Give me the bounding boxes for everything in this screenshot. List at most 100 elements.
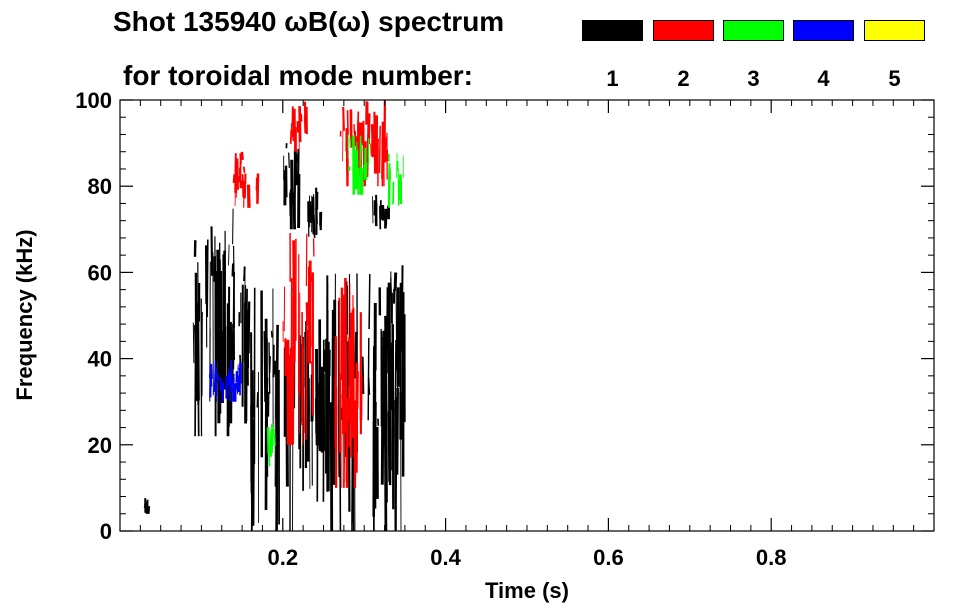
spectral-streak bbox=[384, 315, 388, 410]
y-tick-label: 0 bbox=[100, 519, 112, 544]
mode-1-region bbox=[250, 273, 406, 532]
mode-2-region bbox=[339, 100, 389, 187]
x-tick-label: 0.6 bbox=[593, 545, 624, 570]
mode-1-region bbox=[143, 498, 151, 514]
spectral-streak bbox=[248, 184, 251, 208]
spectral-streak bbox=[236, 158, 239, 190]
spectral-streak bbox=[381, 205, 385, 221]
spectral-streak bbox=[255, 177, 258, 196]
chart-axes: 0 20 40 60 80 100 0.2 0.4 0.6 0.8 bbox=[75, 88, 935, 570]
spectral-streak bbox=[378, 125, 381, 174]
spectral-streak bbox=[288, 152, 290, 168]
title-line-1: Shot 135940 ωB(ω) spectrum bbox=[113, 6, 505, 37]
mode-2-region bbox=[289, 101, 308, 152]
spectral-streak bbox=[275, 324, 279, 419]
spectral-streak bbox=[303, 101, 307, 120]
spectral-streak bbox=[268, 342, 271, 394]
spectral-streak bbox=[400, 365, 402, 532]
spectral-streak bbox=[250, 401, 254, 532]
legend-swatch-mode-5 bbox=[864, 20, 925, 41]
spectral-streak bbox=[206, 239, 209, 318]
spectral-streak bbox=[392, 181, 395, 205]
legend-swatch-mode-4 bbox=[793, 20, 854, 41]
spectrogram-marks bbox=[143, 100, 406, 532]
spectral-streak bbox=[147, 506, 151, 514]
spectral-streak bbox=[313, 215, 316, 238]
spectral-streak bbox=[210, 226, 214, 276]
spectral-streak bbox=[241, 174, 245, 198]
spectral-streak bbox=[228, 244, 230, 266]
spectral-streak bbox=[361, 356, 365, 394]
spectral-streak bbox=[298, 106, 302, 143]
spectral-streak bbox=[400, 182, 403, 198]
spectral-streak bbox=[271, 423, 274, 446]
spectral-streak bbox=[393, 272, 398, 291]
spectral-streak bbox=[293, 284, 297, 363]
spectral-streak bbox=[344, 277, 348, 432]
spectral-streak bbox=[305, 319, 308, 441]
mode-2-region bbox=[232, 151, 260, 208]
mode-3-region bbox=[347, 134, 370, 195]
spectral-streak bbox=[326, 363, 331, 485]
mode-1-region bbox=[371, 194, 390, 230]
spectral-streak bbox=[338, 297, 341, 403]
spectral-streak bbox=[333, 302, 336, 331]
x-tick-label: 0.2 bbox=[268, 545, 299, 570]
y-axis-label: Frequency (kHz) bbox=[12, 229, 37, 400]
spectral-streak bbox=[371, 196, 374, 224]
mode-1-region bbox=[307, 187, 323, 238]
mode-2-region bbox=[334, 277, 363, 488]
mode-1-region bbox=[389, 265, 404, 411]
spectral-streak bbox=[359, 135, 362, 179]
x-tick-label: 0.8 bbox=[756, 545, 787, 570]
spectral-streak bbox=[256, 173, 260, 204]
spectral-streak bbox=[266, 427, 271, 455]
y-tick-label: 40 bbox=[88, 347, 112, 372]
spectral-streak bbox=[380, 336, 383, 344]
spectral-streak bbox=[243, 285, 247, 361]
spectral-streak bbox=[308, 378, 311, 489]
mode-3-region bbox=[387, 152, 404, 208]
spectral-streak bbox=[396, 336, 400, 352]
mode-3-region bbox=[266, 423, 276, 467]
spectral-streak bbox=[303, 338, 305, 434]
spectral-streak bbox=[354, 145, 356, 175]
mode-2-region bbox=[282, 232, 315, 445]
spectral-streak bbox=[355, 362, 359, 473]
spectral-streak bbox=[243, 173, 247, 199]
mode-1-region bbox=[283, 143, 301, 230]
spectral-streak bbox=[238, 367, 242, 379]
spectral-streak bbox=[232, 208, 234, 245]
spectral-streak bbox=[342, 106, 345, 131]
spectral-streak bbox=[245, 288, 248, 422]
legend-swatch-mode-1 bbox=[582, 20, 643, 41]
spectral-streak bbox=[308, 310, 312, 347]
spectral-streak bbox=[323, 349, 328, 372]
spectral-streak bbox=[370, 124, 375, 158]
legend-swatch-mode-3 bbox=[723, 20, 784, 41]
y-tick-label: 20 bbox=[88, 433, 112, 458]
spectral-streak bbox=[231, 263, 235, 277]
legend-swatch-mode-2 bbox=[653, 20, 714, 41]
spectral-streak bbox=[293, 159, 297, 219]
spectral-streak bbox=[387, 411, 391, 482]
x-axis-label: Time (s) bbox=[485, 578, 569, 603]
spectral-streak bbox=[398, 180, 401, 200]
legend-label-mode-1: 1 bbox=[606, 66, 619, 91]
legend-label-mode-3: 3 bbox=[747, 66, 760, 91]
spectral-streak bbox=[381, 121, 385, 179]
spectral-streak bbox=[232, 331, 234, 385]
legend-label-mode-2: 2 bbox=[677, 66, 690, 91]
title-line-2: for toroidal mode number: bbox=[123, 60, 473, 91]
spectral-streak bbox=[251, 419, 255, 526]
spectral-streak bbox=[357, 371, 359, 410]
spectral-streak bbox=[390, 277, 393, 303]
spectral-streak bbox=[192, 322, 195, 364]
spectral-streak bbox=[346, 110, 349, 136]
spectral-streak bbox=[373, 401, 377, 466]
spectral-streak bbox=[395, 285, 398, 371]
spectral-streak bbox=[383, 100, 387, 163]
spectral-streak bbox=[247, 301, 251, 354]
legend-label-mode-5: 5 bbox=[888, 66, 901, 91]
